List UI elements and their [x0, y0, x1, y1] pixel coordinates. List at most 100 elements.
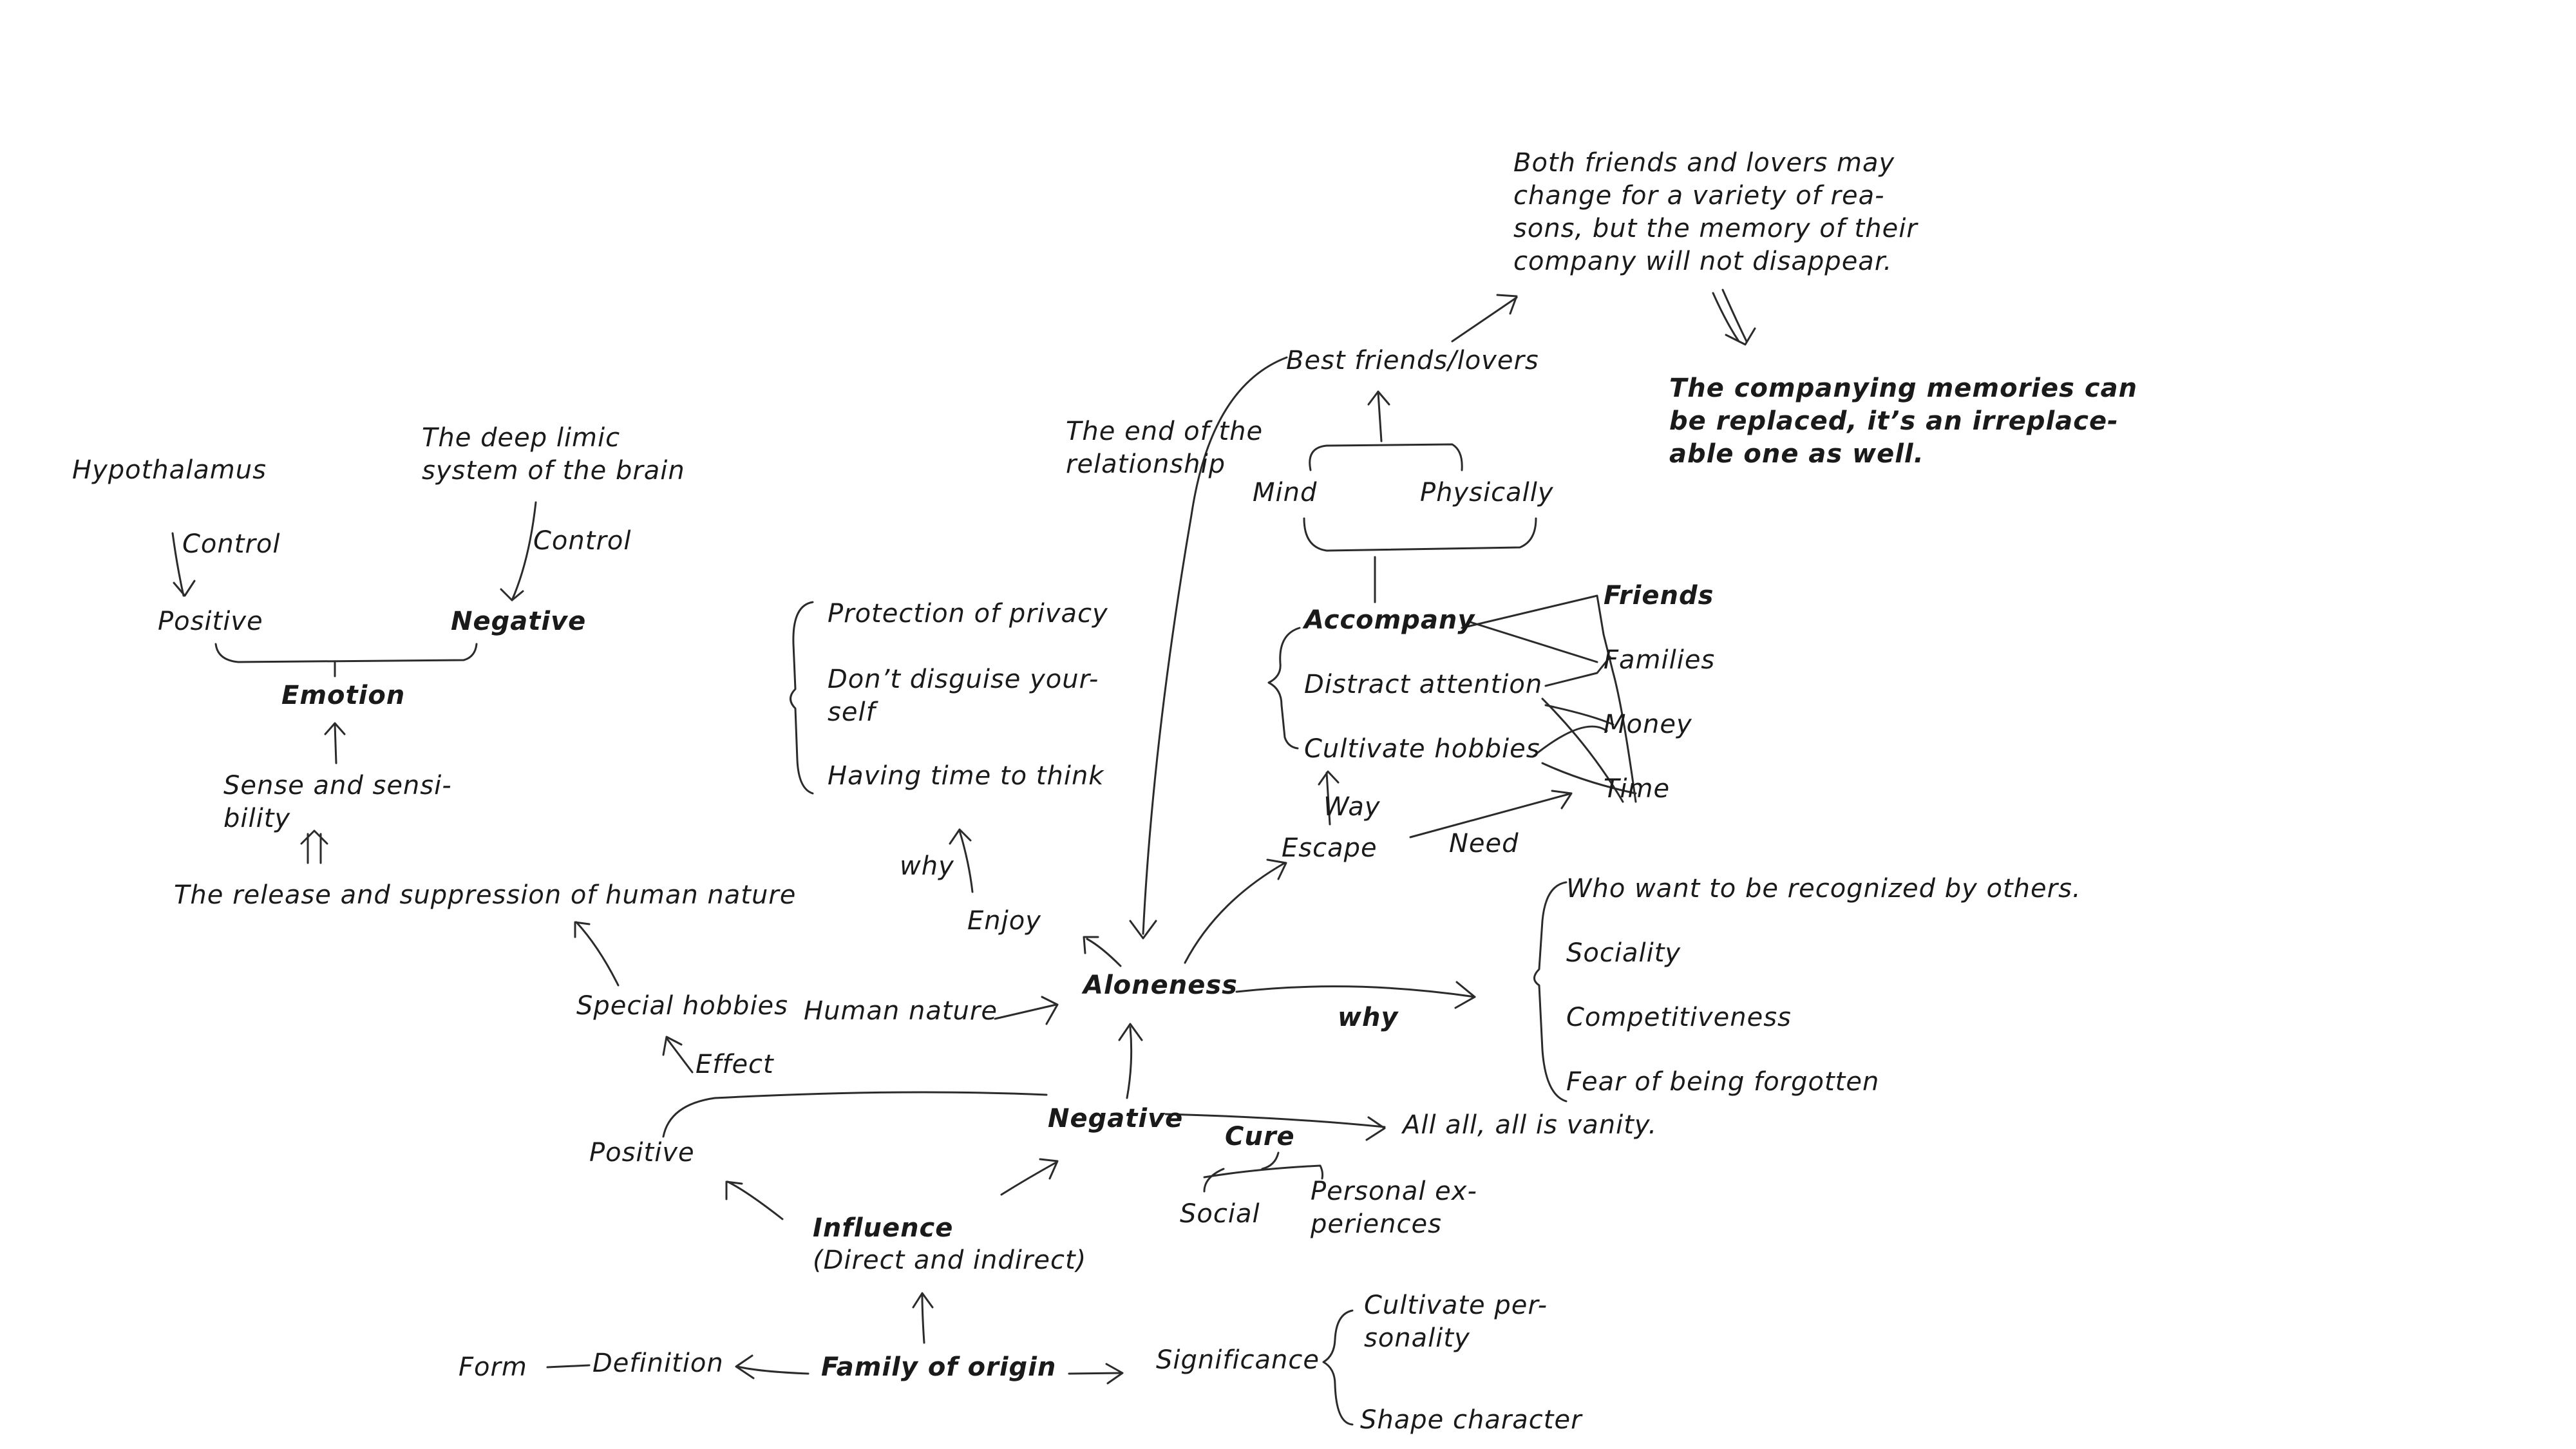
edge-label-why-left: why — [900, 851, 954, 881]
edge-label-why-right: why — [1338, 1003, 1399, 1032]
node-negative-mid: Negative — [1048, 1104, 1184, 1133]
edge-distract-families — [1544, 656, 1611, 687]
arrowhead — [1039, 1158, 1059, 1180]
node-negative-top: Negative — [451, 607, 587, 636]
edge-label-control-right: Control — [533, 526, 632, 556]
arrowhead — [1725, 327, 1756, 346]
node-companying-memories: The companying memories can be replaced,… — [1669, 374, 2138, 469]
node-direct-indirect: (Direct and indirect) — [813, 1245, 1087, 1275]
arrowhead — [1118, 1023, 1143, 1041]
bracket-cure — [1203, 1164, 1324, 1193]
edge-hobbies-time — [1541, 762, 1637, 795]
node-hypothalamus: Hypothalamus — [72, 455, 267, 485]
node-mind: Mind — [1253, 478, 1318, 507]
edge-label-way: Way — [1323, 792, 1381, 822]
node-families: Families — [1604, 645, 1716, 675]
node-aloneness: Aloneness — [1083, 971, 1238, 1000]
arrowhead — [1318, 770, 1340, 786]
edge-escape-time — [1409, 792, 1573, 838]
node-social: Social — [1180, 1199, 1260, 1229]
edge-label-control-left: Control — [182, 529, 281, 559]
node-protection-privacy: Protection of privacy — [828, 599, 1108, 629]
node-personal-experiences: Personal ex- periences — [1311, 1177, 1477, 1239]
edge-mind-best — [1377, 392, 1383, 442]
edge-sense-emotion — [334, 723, 337, 764]
node-sense-sensibility: Sense and sensi- bility — [223, 771, 452, 833]
node-special-hobbies: Special hobbies — [576, 991, 789, 1021]
node-time: Time — [1604, 774, 1671, 804]
node-family-of-origin: Family of origin — [821, 1352, 1057, 1382]
node-emotion: Emotion — [281, 681, 406, 710]
edge-definition-form — [546, 1364, 591, 1368]
edge-aloneness-enjoy — [1086, 938, 1122, 967]
arrowhead — [1454, 981, 1476, 1009]
edge-enjoy-having — [958, 829, 974, 893]
node-significance: Significance — [1156, 1345, 1320, 1375]
node-all-is-vanity: All all, all is vanity. — [1403, 1110, 1658, 1140]
edge-label-cure: Cure — [1225, 1122, 1295, 1151]
edge-end-relationship — [1142, 356, 1288, 935]
node-shape-character: Shape character — [1360, 1405, 1582, 1435]
arrowhead — [662, 1036, 683, 1056]
arrowhead — [725, 1180, 743, 1200]
node-positive-top: Positive — [158, 607, 263, 636]
arrowhead — [735, 1354, 755, 1379]
edge-negative-vanity — [1164, 1113, 1386, 1128]
brace-why-right — [1533, 881, 1567, 1103]
arrowhead — [1129, 920, 1157, 940]
node-deep-limbic: The deep limic system of the brain — [422, 423, 685, 486]
edge-cure-stem — [1261, 1151, 1280, 1170]
arrowhead — [1041, 996, 1059, 1025]
edge-family-significance — [1068, 1372, 1123, 1375]
node-accompany: Accompany — [1304, 605, 1475, 635]
arrowhead — [324, 722, 346, 735]
node-money: Money — [1604, 710, 1692, 739]
arrowhead — [1083, 936, 1099, 954]
node-physically: Physically — [1420, 478, 1554, 507]
brace-significance — [1322, 1309, 1354, 1426]
node-competitiveness: Competitiveness — [1566, 1003, 1792, 1032]
node-cultivate-hobbies: Cultivate hobbies — [1304, 734, 1540, 764]
node-definition: Definition — [592, 1349, 724, 1378]
node-form: Form — [459, 1352, 527, 1382]
edge-family-influence — [921, 1293, 925, 1344]
edge-limbic-negative — [511, 501, 537, 601]
edge-accompany-families — [1467, 620, 1598, 663]
edge-best-both — [1451, 296, 1518, 343]
arrowhead — [300, 829, 328, 845]
edge-positive-special — [665, 1037, 694, 1074]
edge-aloneness-why — [1235, 985, 1476, 998]
edge-label-need: Need — [1449, 829, 1519, 858]
arrowhead — [1551, 790, 1573, 810]
arrowhead — [1496, 294, 1518, 315]
edge-distract-money — [1544, 704, 1615, 726]
arrowhead — [1105, 1363, 1124, 1385]
edge-influence-positive — [726, 1180, 784, 1220]
node-release-suppression: The release and suppression of human nat… — [174, 880, 797, 910]
arrowhead — [1367, 390, 1390, 406]
bracket-accompany — [1303, 517, 1537, 552]
edge-humannature-aloneness — [994, 1003, 1057, 1020]
arrowhead — [949, 828, 972, 845]
edge-negative-positive-arc — [662, 1091, 1048, 1138]
node-cultivate-personality: Cultivate per- sonality — [1364, 1291, 1548, 1353]
arrowhead — [574, 921, 591, 938]
node-best-friends-lovers: Best friends/lovers — [1286, 346, 1539, 375]
edge-family-definition — [736, 1365, 810, 1375]
edge-both-companying — [1712, 289, 1748, 343]
node-fear-forgotten: Fear of being forgotten — [1566, 1067, 1880, 1097]
node-recognized-by-others: Who want to be recognized by others. — [1566, 874, 2081, 904]
bracket-mind-physically — [1309, 443, 1463, 471]
edge-way-cultivate — [1325, 772, 1331, 826]
edge-hobbies-money — [1531, 725, 1608, 758]
node-end-relationship: The end of the relationship — [1066, 417, 1264, 479]
brace-ways — [1267, 627, 1301, 750]
node-escape: Escape — [1282, 833, 1378, 863]
node-both-friends-lovers: Both friends and lovers may change for a… — [1513, 148, 1918, 276]
bracket-aloneness-enjoy — [790, 601, 814, 795]
node-having-time: Having time to think — [828, 761, 1104, 791]
edge-special-release — [575, 921, 620, 987]
node-friends: Friends — [1604, 581, 1714, 611]
